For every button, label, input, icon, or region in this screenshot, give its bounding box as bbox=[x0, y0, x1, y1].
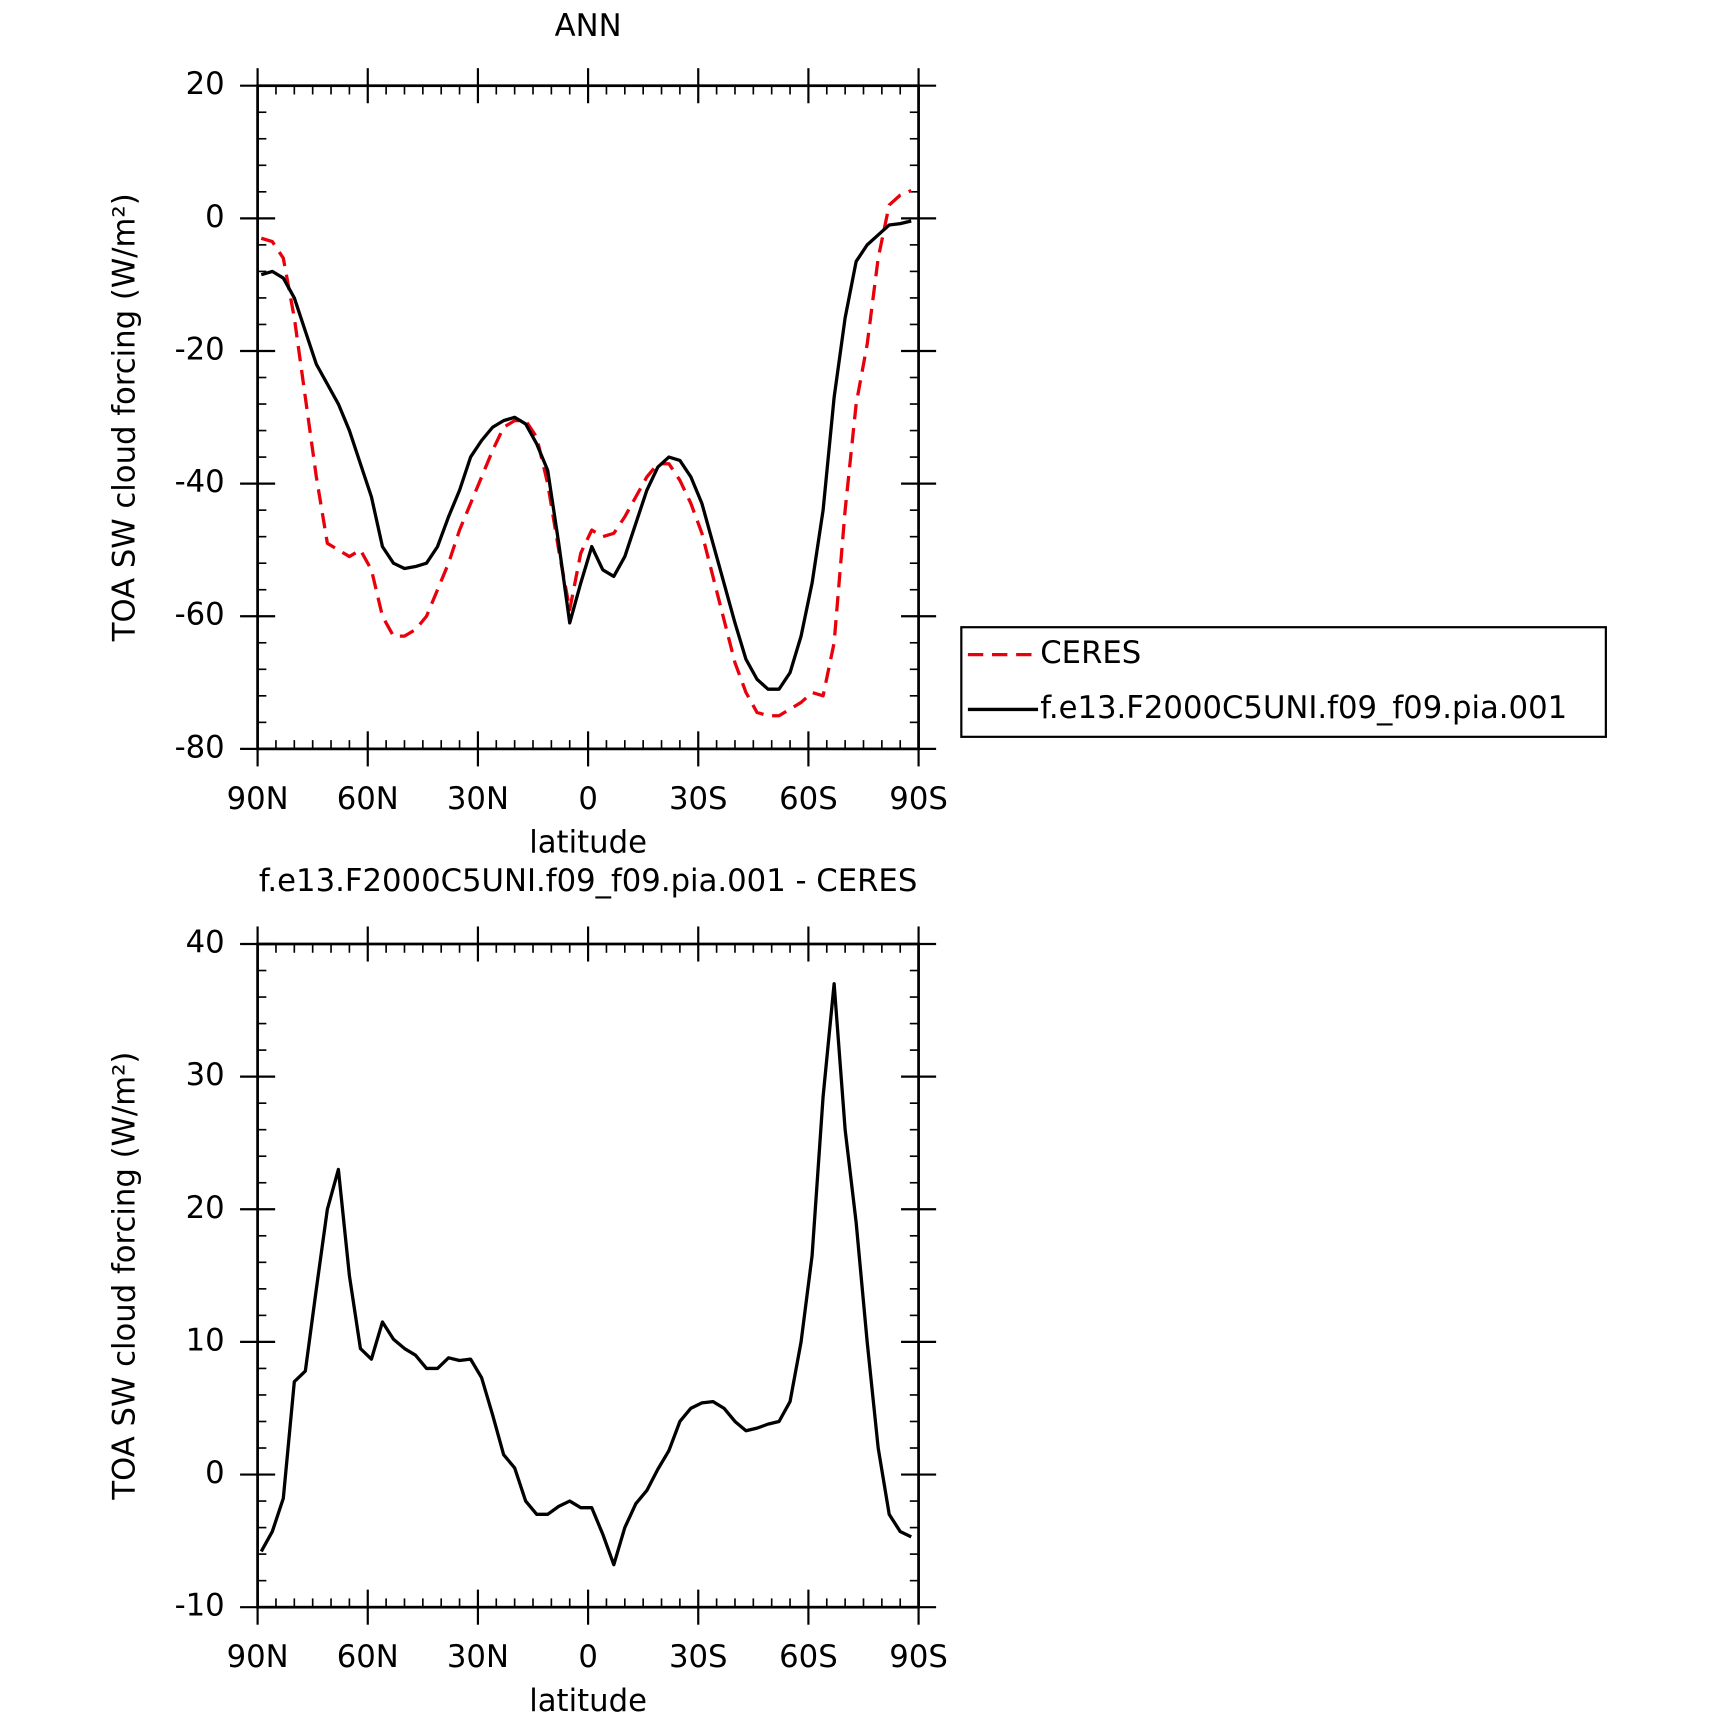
legend-box bbox=[960, 626, 1607, 738]
y-tick-label: 20 bbox=[186, 67, 225, 102]
y-tick-label: -10 bbox=[175, 1589, 225, 1624]
x-tick-label: 60S bbox=[779, 782, 838, 817]
x-tick-label: 90N bbox=[227, 782, 289, 817]
y-tick-label: -40 bbox=[175, 465, 225, 500]
y-axis-label: TOA SW cloud forcing (W/m²) bbox=[108, 193, 143, 642]
x-tick-label: 0 bbox=[578, 1640, 598, 1675]
plot-frame bbox=[256, 942, 920, 1609]
y-tick-label: 0 bbox=[205, 1456, 225, 1491]
x-tick-label: 30S bbox=[669, 782, 728, 817]
x-tick-label: 90S bbox=[889, 782, 948, 817]
y-tick-label: 10 bbox=[186, 1323, 225, 1358]
x-tick-label: 0 bbox=[578, 782, 598, 817]
x-tick-label: 60N bbox=[337, 1640, 399, 1675]
y-tick-label: 30 bbox=[186, 1058, 225, 1093]
x-tick-label: 90S bbox=[889, 1640, 948, 1675]
x-tick-label: 30N bbox=[447, 782, 509, 817]
x-tick-label: 60N bbox=[337, 782, 399, 817]
y-axis-label: TOA SW cloud forcing (W/m²) bbox=[108, 1052, 143, 1501]
data-line bbox=[259, 982, 912, 1567]
y-tick-label: 40 bbox=[186, 926, 225, 961]
x-tick-label: 30S bbox=[669, 1640, 728, 1675]
chart-title: f.e13.F2000C5UNI.f09_f09.pia.001 - CERES bbox=[259, 864, 917, 899]
y-tick-label: 20 bbox=[186, 1191, 225, 1226]
y-tick-label: -80 bbox=[175, 730, 225, 765]
legend-label: CERES bbox=[1040, 636, 1141, 671]
data-line bbox=[260, 219, 912, 691]
x-axis-label: latitude bbox=[529, 1684, 647, 1717]
y-tick-label: -20 bbox=[175, 332, 225, 367]
plot-frame bbox=[256, 84, 920, 751]
x-tick-label: 90N bbox=[227, 1640, 289, 1675]
legend-label: f.e13.F2000C5UNI.f09_f09.pia.001 bbox=[1040, 691, 1567, 726]
chart-title: ANN bbox=[555, 9, 622, 44]
data-line bbox=[260, 188, 912, 718]
x-tick-label: 60S bbox=[779, 1640, 838, 1675]
y-tick-label: 0 bbox=[205, 200, 225, 235]
x-axis-label: latitude bbox=[529, 826, 647, 861]
x-tick-label: 30N bbox=[447, 1640, 509, 1675]
y-tick-label: -60 bbox=[175, 598, 225, 633]
